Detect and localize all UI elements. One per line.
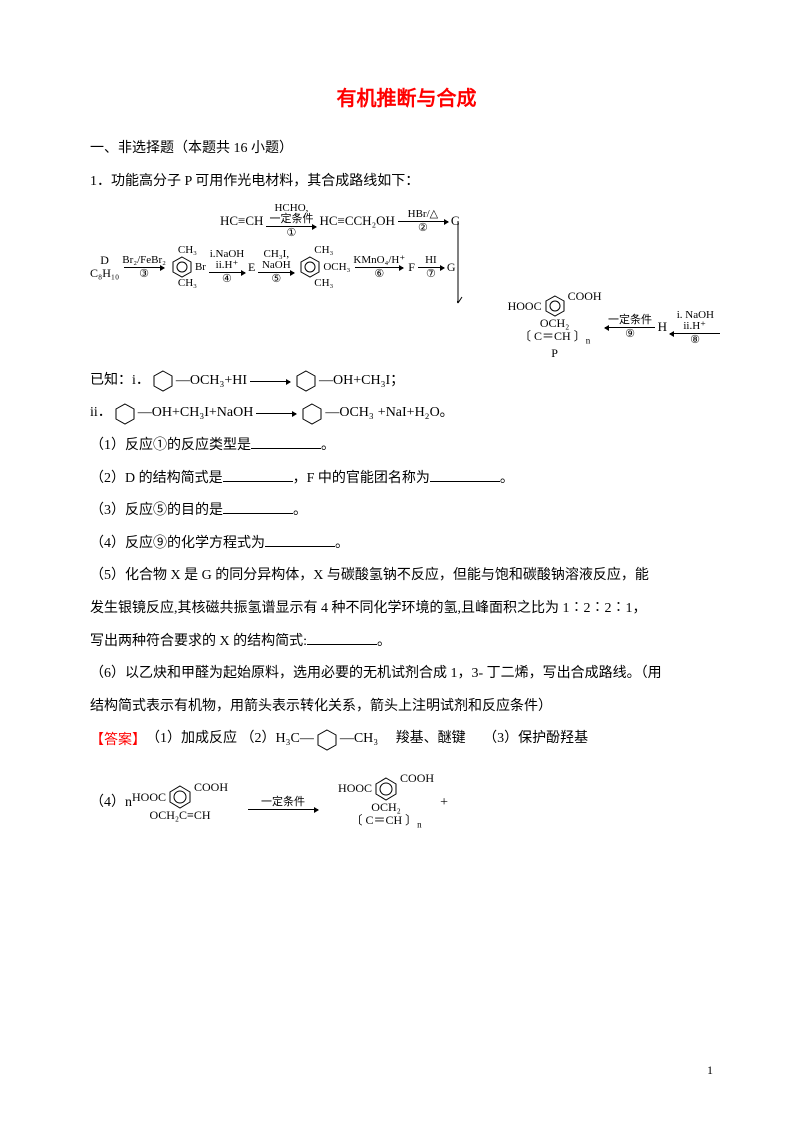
q1-4: （4）反应⑨的化学方程式为。: [90, 531, 723, 558]
arrow-7: HI ⑦: [418, 255, 444, 280]
benzene-ring-icon: [152, 370, 174, 392]
arrow-4: i.NaOH ii.H⁺ ④: [209, 249, 245, 285]
blank: [430, 467, 500, 482]
benzene-ring-icon: [544, 295, 566, 317]
known-i: 已知：i． —OCH₃ +HI —OH +CH₃I；: [90, 368, 723, 395]
ans-arrow: 一定条件: [248, 797, 318, 811]
q1-5c: 写出两种符合要求的 X 的结构简式:。: [90, 629, 723, 656]
polymer-struct: HOOC COOH OCH₂ 〔 C＝CH 〕n: [338, 777, 434, 830]
q1-5a: （5）化合物 X 是 G 的同分异构体，X 与碳酸氢钠不反应，但能与饱和碳酸钠溶…: [90, 563, 723, 590]
compound-h: H: [658, 315, 667, 340]
synthesis-scheme: HC≡CH HCHO, 一定条件 ① HC≡CCH₂OH HBr/△ ② C D: [90, 203, 723, 360]
polymer-p: HOOC COOH OCH₂ 〔 C＝CH 〕n P: [508, 295, 602, 360]
blank: [265, 532, 335, 547]
q1-6a: （6）以乙炔和甲醛为起始原料，选用必要的无机试剂合成 1，3- 丁二烯，写出合成…: [90, 661, 723, 688]
arrow-5: CH₃I, NaOH ⑤: [258, 249, 294, 285]
scheme-row-3: HOOC COOH OCH₂ 〔 C＝CH 〕n P 一定条件 ⑨ H i. N…: [170, 295, 723, 360]
scheme-row-1: HC≡CH HCHO, 一定条件 ① HC≡CCH₂OH HBr/△ ② C: [220, 203, 723, 239]
compound-d: D C₈H₁₀: [90, 254, 119, 280]
page-title: 有机推断与合成: [90, 80, 723, 118]
compound-f: F: [408, 256, 415, 279]
q1-2: （2）D 的结构简式是，F 中的官能团名称为。: [90, 466, 723, 493]
compound-c: C: [451, 209, 723, 234]
bromo-xylene: CH₃ Br CH₃: [169, 245, 206, 289]
known-ii: ii． —OH +CH₃I+NaOH —OCH₃ +NaI+H₂O。: [90, 400, 723, 427]
section-heading: 一、非选择题（本题共 16 小题）: [90, 136, 723, 163]
arrow-1: HCHO, 一定条件 ①: [266, 203, 316, 239]
benzene-ring-icon: [168, 785, 192, 809]
document-page: 有机推断与合成 一、非选择题（本题共 16 小题） 1．功能高分子 P 可用作光…: [0, 0, 793, 1122]
compound-e: E: [248, 256, 255, 279]
compound-g: G: [447, 256, 456, 279]
blank: [223, 499, 293, 514]
prop-alcohol: HC≡CCH₂OH: [319, 209, 394, 234]
benzene-ring-icon: [301, 403, 323, 425]
answer-line4: （4）n HOOC COOH OCH₂C≡CH 一定条件 HOOC COOH O…: [90, 777, 723, 830]
page-number: 1: [707, 1059, 713, 1082]
benzene-ring-icon: [374, 777, 398, 801]
monomer-struct: HOOC COOH OCH₂C≡CH: [132, 785, 228, 822]
benzene-ring-icon: [295, 370, 317, 392]
arrow-8: i. NaOH ii.H⁺ ⑧: [670, 310, 720, 346]
benzene-ring-icon: [114, 403, 136, 425]
q1-5b: 发生银镜反应,其核磁共振氢谱显示有 4 种不同化学环境的氢,且峰面积之比为 1∶…: [90, 596, 723, 623]
blank: [223, 467, 293, 482]
q1-intro: 1．功能高分子 P 可用作光电材料，其合成路线如下：: [90, 169, 723, 196]
arrow-9: 一定条件 ⑨: [605, 315, 655, 340]
benzene-ring-icon: [171, 256, 193, 278]
arrow-3: Br₂/FeBr₂ ③: [122, 255, 166, 280]
arrow-2: HBr/△ ②: [398, 209, 448, 234]
blank: [307, 630, 377, 645]
benzene-ring-icon: [316, 729, 338, 751]
q1-1: （1）反应①的反应类型是。: [90, 433, 723, 460]
methoxy-xylene: CH₃ OCH₃ CH₃: [297, 245, 350, 289]
arrow-6: KMnO₄/H⁺ ⑥: [353, 255, 405, 280]
benzene-ring-icon: [299, 256, 321, 278]
propyne: HC≡CH: [220, 209, 263, 234]
blank: [251, 434, 321, 449]
answer-line1: 【答案】 （1）加成反应 （2） H₃C— —CH₃ 羧基、醚键 （3）保护酚羟…: [90, 726, 723, 753]
q1-3: （3）反应⑤的目的是。: [90, 498, 723, 525]
q1-6b: 结构简式表示有机物，用箭头表示转化关系，箭头上注明试剂和反应条件）: [90, 694, 723, 721]
scheme-row-2: D C₈H₁₀ Br₂/FeBr₂ ③ CH₃ Br CH₃ i.NaOH ii…: [90, 245, 723, 289]
